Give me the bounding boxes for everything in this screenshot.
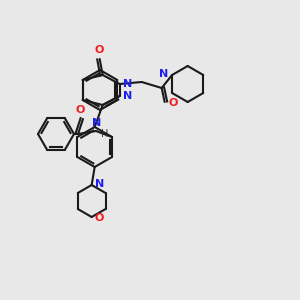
Text: O: O [95,45,104,55]
Text: O: O [75,105,85,115]
Text: N: N [92,118,102,128]
Text: N: N [95,179,104,189]
Text: O: O [95,213,104,223]
Text: H: H [101,129,108,139]
Text: O: O [169,98,178,108]
Text: N: N [159,69,168,79]
Text: N: N [123,79,132,89]
Text: N: N [123,91,132,101]
